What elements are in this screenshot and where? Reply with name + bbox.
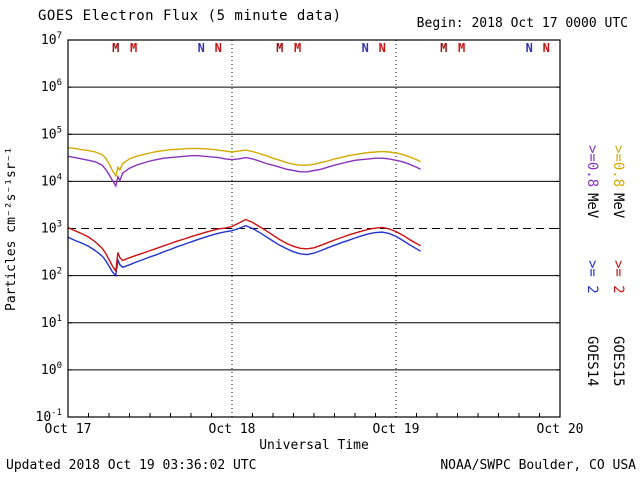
flux-series <box>67 218 421 274</box>
satellite-marker: M <box>130 41 137 55</box>
legend-text: MeV <box>584 193 600 219</box>
satellite-marker: M <box>276 41 283 55</box>
legend-column-goes15: >=0.8 MeV >= 2 GOES15 <box>609 145 626 387</box>
updated-timestamp: Updated 2018 Oct 19 03:36:02 UTC <box>6 458 257 473</box>
y-tick-label: 104 <box>41 172 62 189</box>
flux-series <box>67 154 421 188</box>
satellite-marker: M <box>458 41 465 55</box>
x-tick-label: Oct 18 <box>209 422 256 437</box>
flux-series <box>67 146 421 178</box>
begin-timestamp: Begin: 2018 Oct 17 0000 UTC <box>416 16 628 31</box>
legend-text: >=0.8 <box>610 145 626 188</box>
satellite-marker: N <box>362 41 369 55</box>
satellite-marker: N <box>379 41 386 55</box>
satellite-marker: M <box>440 41 447 55</box>
satellite-marker: N <box>215 41 222 55</box>
x-tick-label: Oct 17 <box>45 422 92 437</box>
satellite-marker: N <box>543 41 550 55</box>
x-tick-label: Oct 19 <box>373 422 420 437</box>
credit-label: NOAA/SWPC Boulder, CO USA <box>440 458 636 473</box>
chart-title: GOES Electron Flux (5 minute data) <box>38 8 342 24</box>
satellite-marker: M <box>112 41 119 55</box>
plot-border <box>67 39 561 418</box>
legend-text: >= 2 <box>584 260 600 295</box>
y-tick-label: 101 <box>41 314 62 331</box>
y-tick-label: 107 <box>41 31 62 48</box>
satellite-marker: M <box>294 41 301 55</box>
y-tick-label: 106 <box>41 78 62 95</box>
legend-text: GOES15 <box>610 336 626 387</box>
y-tick-label: 103 <box>41 220 62 237</box>
flux-series <box>67 224 421 278</box>
y-tick-label: 100 <box>41 361 62 378</box>
legend-text: >=0.8 <box>584 145 600 188</box>
x-tick-label: Oct 20 <box>537 422 584 437</box>
legend-column-goes14: >=0.8 MeV >= 2 GOES14 <box>583 145 600 387</box>
satellite-marker: N <box>526 41 533 55</box>
legend-text: MeV <box>610 193 626 219</box>
legend-text: >= 2 <box>610 260 626 295</box>
x-axis-label: Universal Time <box>259 438 369 453</box>
y-tick-label: 105 <box>41 125 62 142</box>
y-tick-label: 102 <box>41 267 62 284</box>
satellite-marker: N <box>198 41 205 55</box>
legend-text: GOES14 <box>584 336 600 387</box>
